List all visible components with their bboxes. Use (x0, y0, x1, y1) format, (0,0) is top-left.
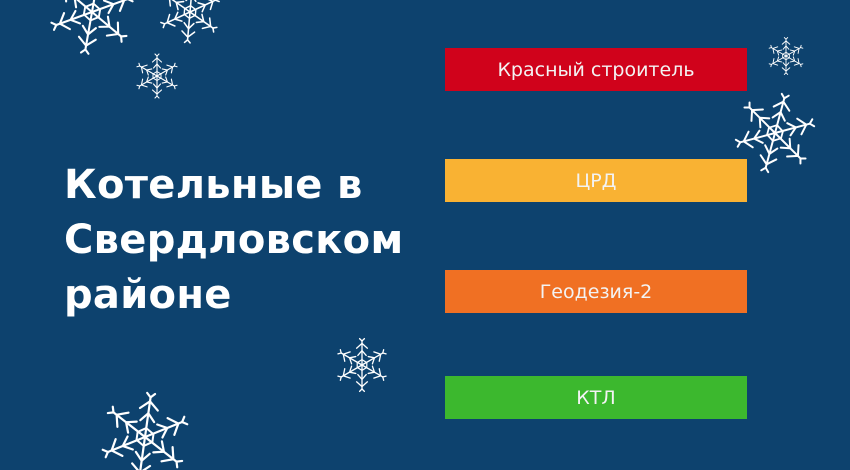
snowflake-icon (45, 0, 139, 60)
title-line: Котельные в (64, 162, 363, 208)
krasny-stroitel-button[interactable]: Красный строитель (445, 48, 747, 91)
snowflake-icon (336, 339, 387, 392)
geodeziya-2-button[interactable]: Геодезия-2 (445, 270, 747, 313)
title-line: Свердловском (64, 217, 404, 263)
title-line: районе (64, 272, 232, 318)
snowflake-icon (158, 0, 223, 45)
snowflake-icon (97, 387, 194, 470)
crd-button[interactable]: ЦРД (445, 159, 747, 202)
page-title: Котельные в Свердловском районе (64, 158, 403, 323)
snowflake-icon (136, 54, 179, 98)
snowflake-icon (768, 38, 804, 75)
ktl-button[interactable]: КТЛ (445, 376, 747, 419)
